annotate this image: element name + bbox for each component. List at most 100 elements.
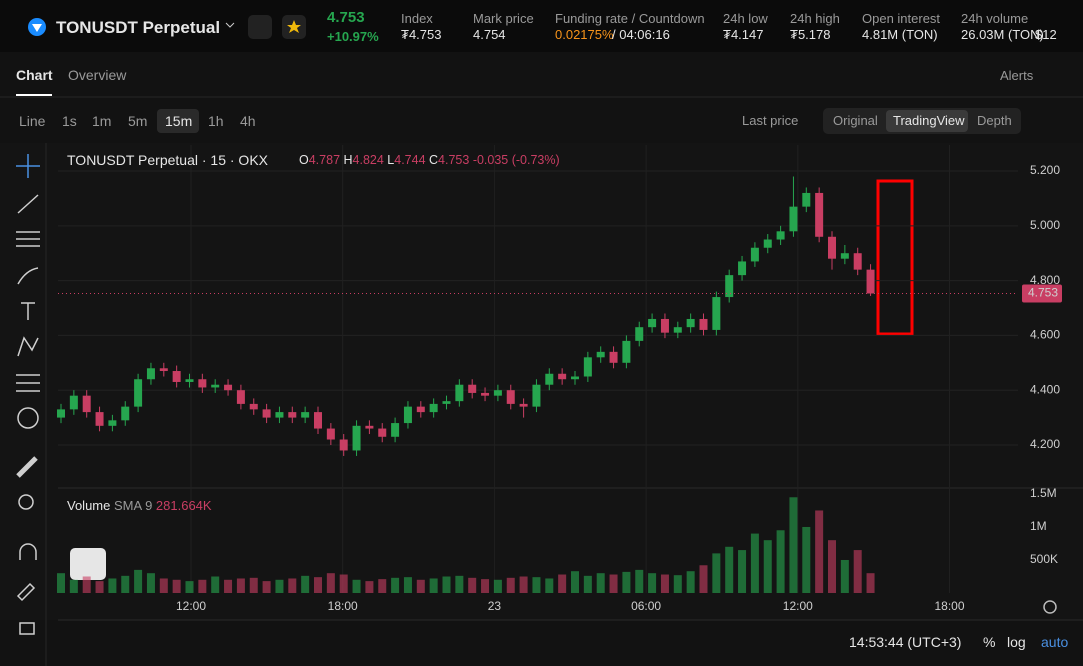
brush-tool[interactable]: [17, 267, 39, 285]
volume-bar: [442, 576, 451, 593]
view-active-bg: [886, 110, 968, 132]
info-button[interactable]: [248, 15, 272, 39]
stat-value: ₮4.753: [401, 27, 442, 42]
tab[interactable]: Chart: [16, 67, 53, 83]
interval-active[interactable]: 15m: [165, 113, 193, 129]
candle-body: [519, 403, 528, 407]
tv-logo: [70, 548, 106, 580]
candle-body: [776, 231, 785, 240]
candle-body: [738, 261, 747, 276]
x-tick-label: 23: [488, 599, 502, 613]
view[interactable]: Original: [833, 113, 878, 128]
volume-title: Volume: [67, 498, 111, 513]
volume-bar: [378, 579, 387, 593]
candle-body: [815, 192, 824, 237]
stat-value: 4.81M (TON): [862, 27, 938, 42]
legend-value: 4.744: [394, 153, 426, 167]
candle-body: [686, 318, 695, 328]
interval[interactable]: 4h: [240, 113, 256, 129]
stat-label: Index: [401, 11, 433, 26]
candle-body: [429, 403, 438, 413]
pattern-tool[interactable]: [17, 336, 39, 357]
y-tick-label: 4.200: [1030, 437, 1060, 451]
zoom-tool[interactable]: [18, 494, 34, 510]
interval[interactable]: 1m: [92, 113, 112, 129]
view-active[interactable]: TradingView: [893, 113, 965, 128]
volume-tick-label: 1M: [1030, 519, 1047, 533]
lock-draw-tool[interactable]: [16, 582, 36, 602]
y-tick-label: 5.000: [1030, 218, 1060, 232]
candle-body: [172, 371, 181, 382]
candle-body: [326, 428, 335, 440]
legend-change: -0.035 (-0.73%): [472, 153, 560, 167]
candle-body: [455, 384, 464, 402]
volume-bar: [866, 573, 875, 593]
dropdown-icon[interactable]: [225, 22, 235, 28]
auto-toggle[interactable]: auto: [1041, 634, 1069, 650]
candle-body: [571, 376, 579, 380]
candle-body: [352, 425, 361, 451]
candle-body: [699, 318, 708, 330]
line-tool[interactable]: [17, 194, 39, 214]
volume-sma-value: 281.664K: [155, 498, 212, 513]
legend-value: 4.753: [438, 153, 470, 167]
tab[interactable]: Overview: [68, 67, 127, 83]
candle-body: [236, 390, 245, 404]
volume-bar: [249, 577, 258, 593]
settings-icon[interactable]: [1043, 600, 1057, 614]
alerts[interactable]: Alerts: [1000, 68, 1034, 83]
stat-value: $12: [1035, 27, 1057, 42]
candle-body: [159, 368, 168, 372]
candle-body: [262, 409, 271, 418]
volume-legend: Volume SMA 9 281.664K: [67, 498, 212, 514]
candle-body: [95, 412, 104, 426]
candle-body: [596, 351, 605, 358]
candle-body: [750, 247, 759, 262]
percent-toggle[interactable]: %: [983, 634, 996, 650]
ruler-tool[interactable]: [16, 456, 38, 478]
interval[interactable]: Line: [19, 113, 46, 129]
volume-bar: [455, 575, 464, 593]
volume-bar: [558, 574, 567, 593]
interval[interactable]: 1s: [62, 113, 77, 129]
stat-label: Open interest: [862, 11, 941, 26]
volume-bar: [802, 526, 811, 593]
volume-tick-label: 1.5M: [1030, 486, 1057, 500]
volume-tick-label: 500K: [1030, 552, 1058, 566]
fib-tool[interactable]: [16, 231, 40, 247]
volume-bar: [95, 581, 104, 593]
view[interactable]: Depth: [977, 113, 1012, 128]
volume-bar: [596, 573, 605, 593]
log-toggle[interactable]: log: [1007, 634, 1026, 650]
lock-tool[interactable]: [19, 622, 35, 635]
interval[interactable]: 5m: [128, 113, 148, 129]
emoji-tool[interactable]: [17, 407, 39, 429]
volume-bar: [185, 581, 194, 593]
volume-bar: [262, 581, 271, 593]
symbol[interactable]: TONUSDT Perpetual: [56, 18, 221, 37]
volume-bar: [352, 579, 361, 593]
candle-body: [493, 390, 502, 396]
interval[interactable]: 1h: [208, 113, 224, 129]
candle-body: [840, 253, 849, 259]
volume-bar: [121, 575, 130, 593]
volume-bar: [314, 577, 322, 593]
x-tick-label: 12:00: [176, 599, 206, 613]
candle-body: [583, 357, 592, 377]
crosshair-tool[interactable]: [16, 154, 40, 178]
candle-body: [660, 318, 669, 333]
candle-body: [339, 439, 348, 451]
volume-bar: [134, 569, 143, 593]
candle-body: [134, 379, 143, 407]
y-tick-label: 4.800: [1030, 273, 1060, 287]
magnet-tool[interactable]: [19, 543, 37, 560]
last-price: 4.753: [327, 9, 365, 26]
candle-body: [558, 373, 567, 380]
text-tool[interactable]: [21, 302, 35, 320]
y-tick-label: 5.200: [1030, 163, 1060, 177]
candle-body: [635, 327, 644, 341]
price-mode[interactable]: Last price: [742, 113, 799, 128]
volume-bar: [198, 579, 207, 593]
x-tick-label: 18:00: [934, 599, 964, 613]
projection-tool[interactable]: [16, 374, 40, 392]
